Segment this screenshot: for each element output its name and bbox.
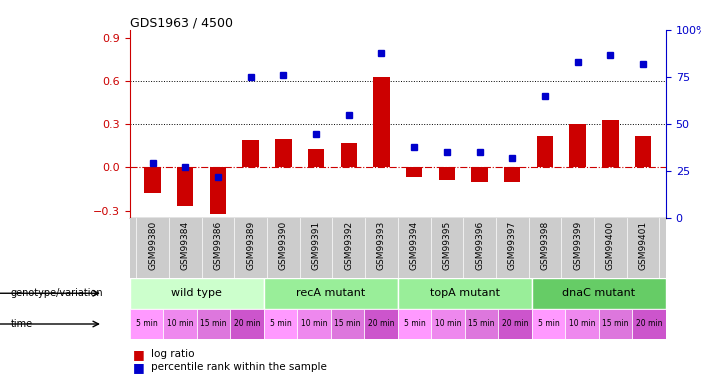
Bar: [163, 309, 197, 339]
Text: GSM99397: GSM99397: [508, 221, 517, 270]
Text: GDS1963 / 4500: GDS1963 / 4500: [130, 16, 233, 29]
Bar: [197, 309, 230, 339]
Bar: [465, 309, 498, 339]
Text: 5 min: 5 min: [404, 320, 426, 328]
Bar: [230, 309, 264, 339]
Bar: [632, 309, 666, 339]
Text: 5 min: 5 min: [270, 320, 292, 328]
Text: GSM99399: GSM99399: [573, 221, 582, 270]
Text: topA mutant: topA mutant: [430, 288, 500, 298]
Bar: [264, 278, 397, 309]
Bar: [406, 167, 422, 177]
Text: GSM99398: GSM99398: [540, 221, 550, 270]
Bar: [308, 148, 325, 167]
Text: wild type: wild type: [171, 288, 222, 298]
Bar: [374, 76, 390, 167]
Text: 15 min: 15 min: [468, 320, 495, 328]
Text: GSM99390: GSM99390: [279, 221, 288, 270]
Text: GSM99380: GSM99380: [148, 221, 157, 270]
Text: GSM99389: GSM99389: [246, 221, 255, 270]
Text: 15 min: 15 min: [602, 320, 629, 328]
Bar: [439, 167, 455, 180]
Bar: [297, 309, 331, 339]
Text: 15 min: 15 min: [200, 320, 226, 328]
Text: ■: ■: [133, 348, 145, 361]
Bar: [341, 143, 357, 167]
Bar: [365, 309, 397, 339]
Bar: [537, 136, 553, 167]
Bar: [532, 309, 566, 339]
Bar: [275, 138, 292, 167]
Text: 15 min: 15 min: [334, 320, 361, 328]
Bar: [331, 309, 365, 339]
Bar: [504, 167, 520, 182]
Text: GSM99401: GSM99401: [639, 221, 648, 270]
Text: GSM99386: GSM99386: [214, 221, 222, 270]
Text: GSM99396: GSM99396: [475, 221, 484, 270]
Text: 5 min: 5 min: [538, 320, 559, 328]
Bar: [566, 309, 599, 339]
Text: genotype/variation: genotype/variation: [11, 288, 103, 298]
Text: time: time: [11, 319, 33, 329]
Text: 20 min: 20 min: [368, 320, 394, 328]
Text: dnaC mutant: dnaC mutant: [562, 288, 636, 298]
Bar: [177, 167, 193, 206]
Bar: [243, 140, 259, 167]
Bar: [397, 278, 532, 309]
Bar: [130, 309, 163, 339]
Bar: [569, 124, 586, 167]
Bar: [498, 309, 532, 339]
Text: 20 min: 20 min: [636, 320, 662, 328]
Bar: [210, 167, 226, 213]
Text: GSM99391: GSM99391: [311, 221, 320, 270]
Bar: [431, 309, 465, 339]
Bar: [471, 167, 488, 182]
Text: 10 min: 10 min: [167, 320, 193, 328]
Bar: [602, 120, 618, 167]
Text: GSM99394: GSM99394: [409, 221, 418, 270]
Text: 10 min: 10 min: [569, 320, 595, 328]
Text: GSM99384: GSM99384: [181, 221, 190, 270]
Text: percentile rank within the sample: percentile rank within the sample: [151, 363, 327, 372]
Text: GSM99393: GSM99393: [377, 221, 386, 270]
Text: 10 min: 10 min: [301, 320, 327, 328]
Text: GSM99392: GSM99392: [344, 221, 353, 270]
Bar: [264, 309, 297, 339]
Text: GSM99395: GSM99395: [442, 221, 451, 270]
Bar: [532, 278, 666, 309]
Text: ■: ■: [133, 361, 145, 374]
Bar: [144, 167, 161, 194]
Text: recA mutant: recA mutant: [296, 288, 365, 298]
Bar: [130, 278, 264, 309]
Text: 5 min: 5 min: [135, 320, 157, 328]
Text: 20 min: 20 min: [502, 320, 529, 328]
Text: 10 min: 10 min: [435, 320, 461, 328]
Bar: [397, 309, 431, 339]
Text: GSM99400: GSM99400: [606, 221, 615, 270]
Text: log ratio: log ratio: [151, 350, 194, 359]
Bar: [635, 136, 651, 167]
Text: 20 min: 20 min: [233, 320, 260, 328]
Bar: [599, 309, 632, 339]
